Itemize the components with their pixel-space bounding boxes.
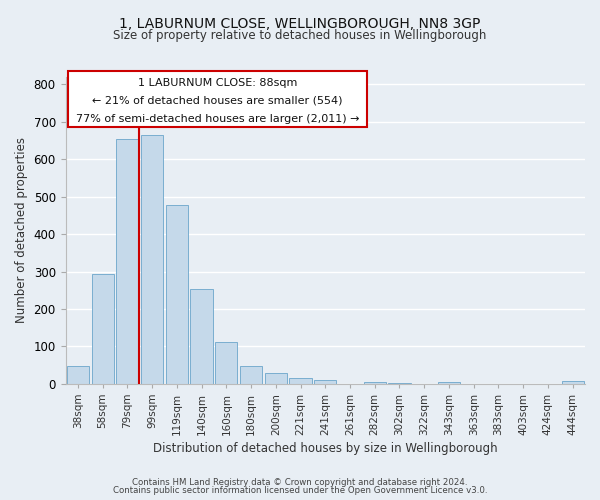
Bar	[240, 366, 262, 384]
X-axis label: Distribution of detached houses by size in Wellingborough: Distribution of detached houses by size …	[153, 442, 497, 455]
Bar	[67, 366, 89, 384]
Y-axis label: Number of detached properties: Number of detached properties	[15, 138, 28, 324]
Bar	[166, 205, 188, 384]
Bar	[388, 383, 410, 384]
Bar	[364, 382, 386, 384]
Bar	[215, 342, 238, 384]
Bar	[116, 138, 139, 384]
Text: 1 LABURNUM CLOSE: 88sqm: 1 LABURNUM CLOSE: 88sqm	[138, 78, 297, 88]
Text: 77% of semi-detached houses are larger (2,011) →: 77% of semi-detached houses are larger (…	[76, 114, 359, 124]
Bar	[562, 382, 584, 384]
Text: ← 21% of detached houses are smaller (554): ← 21% of detached houses are smaller (55…	[92, 96, 343, 106]
Text: Size of property relative to detached houses in Wellingborough: Size of property relative to detached ho…	[113, 29, 487, 42]
Text: 1, LABURNUM CLOSE, WELLINGBOROUGH, NN8 3GP: 1, LABURNUM CLOSE, WELLINGBOROUGH, NN8 3…	[119, 18, 481, 32]
Bar	[438, 382, 460, 384]
Bar	[92, 274, 114, 384]
Bar	[141, 135, 163, 384]
Bar	[265, 374, 287, 384]
FancyBboxPatch shape	[68, 70, 367, 128]
Text: Contains HM Land Registry data © Crown copyright and database right 2024.: Contains HM Land Registry data © Crown c…	[132, 478, 468, 487]
Bar	[314, 380, 337, 384]
Bar	[289, 378, 311, 384]
Text: Contains public sector information licensed under the Open Government Licence v3: Contains public sector information licen…	[113, 486, 487, 495]
Bar	[190, 289, 213, 384]
